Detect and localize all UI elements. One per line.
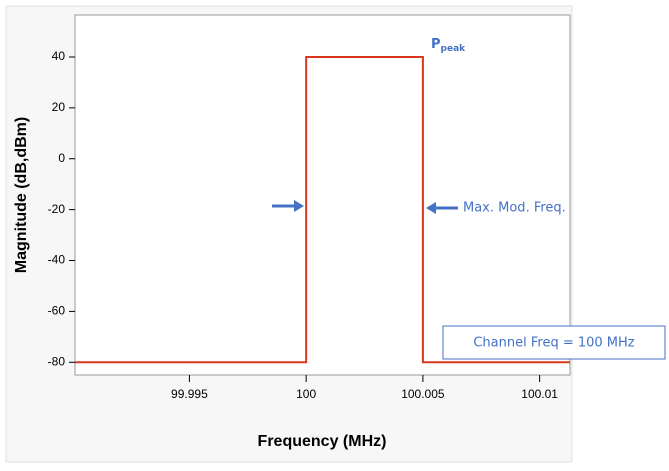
y-tick-label: 0 xyxy=(58,151,65,165)
annotation-box xyxy=(442,325,666,360)
plot-area xyxy=(74,14,571,376)
x-tick-label: 99.995 xyxy=(171,387,208,401)
series-line xyxy=(75,55,570,364)
x-axis-title: Frequency (MHz) xyxy=(258,433,387,450)
x-tick-label: 100.005 xyxy=(401,387,445,401)
channel-label: Channel Freq = 100 MHz xyxy=(473,336,634,351)
peak-label: Ppeak xyxy=(431,37,466,54)
modulation-label: Max. Mod. Freq. xyxy=(463,201,566,216)
y-tick-label: -40 xyxy=(48,253,66,267)
y-tick-label: 40 xyxy=(52,49,66,63)
y-tick-label: -80 xyxy=(48,354,66,368)
arrow xyxy=(426,202,458,214)
arrow xyxy=(272,200,304,212)
y-tick-label: -20 xyxy=(48,202,66,216)
peak-symbol: P xyxy=(431,37,441,52)
y-tick-label: 20 xyxy=(52,100,66,114)
peak-subscript: peak xyxy=(441,44,467,54)
y-tick-label: -60 xyxy=(48,304,66,318)
y-axis-title: Magnitude (dB,dBm) xyxy=(13,117,30,273)
x-tick-label: 100.01 xyxy=(521,387,558,401)
x-tick-label: 100 xyxy=(296,387,316,401)
